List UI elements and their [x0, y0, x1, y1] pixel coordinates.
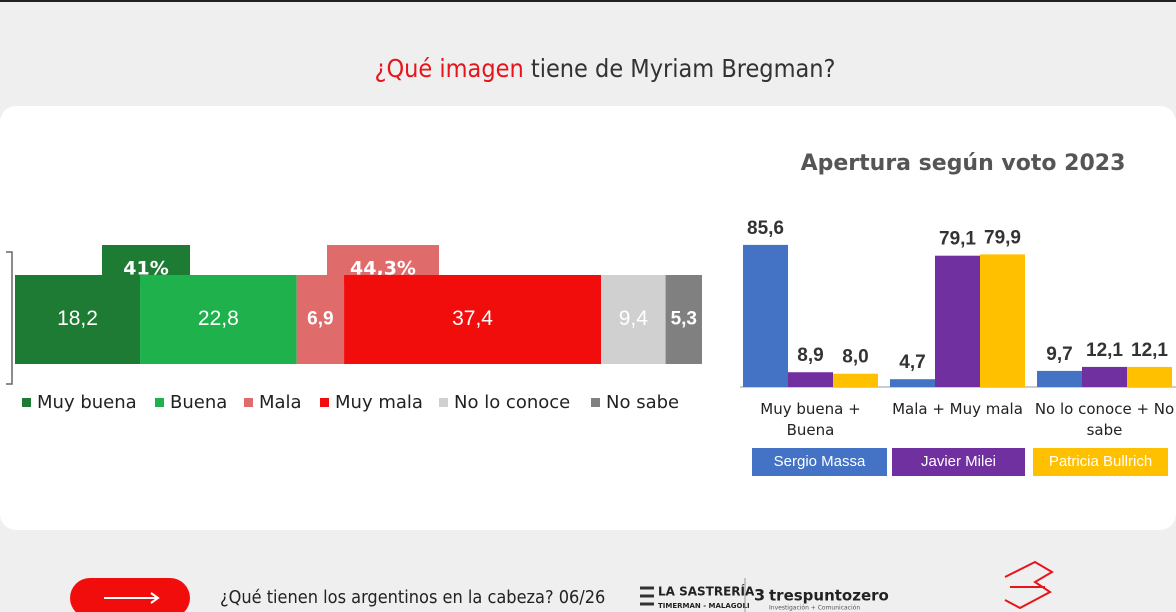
legend-label: No sabe — [606, 392, 679, 413]
title-highlight: ¿Qué imagen — [375, 54, 524, 83]
value-label: 9,4 — [619, 307, 649, 330]
bar-segment — [344, 275, 602, 364]
brand-mark — [1004, 560, 1054, 610]
bar — [1037, 370, 1082, 387]
legend-item: Sergio Massa — [752, 448, 887, 476]
x-tick-label: Mala + Muy mala — [892, 400, 1023, 418]
value-label: 5,3 — [671, 309, 697, 330]
bar — [935, 255, 980, 387]
legend-label: No lo conoce — [454, 392, 570, 413]
logo2-sub: Investigación + Comunicación — [769, 605, 860, 612]
chart-title: Apertura según voto 2023 — [801, 151, 1126, 176]
annotation: 41% — [123, 258, 168, 280]
value-label: 4,7 — [899, 352, 925, 373]
logo1-name: LA SASTRERÍA — [658, 584, 755, 599]
bracket — [6, 251, 13, 385]
x-tick-label: No lo conoce + No sabe — [1034, 400, 1175, 439]
value-label: 8,0 — [842, 347, 868, 368]
bar-segment — [601, 275, 666, 364]
bar — [980, 254, 1025, 387]
bar — [743, 244, 788, 387]
title-rest: tiene de Myriam Bregman? — [531, 54, 836, 83]
bar — [788, 372, 833, 387]
legend-label: Mala — [259, 392, 302, 413]
legend-label: Muy buena — [37, 392, 137, 413]
value-label: 22,8 — [198, 307, 239, 330]
logo2-name: trespuntozero — [769, 587, 889, 605]
value-label: 12,1 — [1131, 340, 1168, 361]
value-label: 79,9 — [984, 227, 1021, 248]
value-label: 79,1 — [939, 229, 976, 250]
bar-segment — [296, 275, 345, 364]
legend-label: Buena — [170, 392, 227, 413]
legend-label: Muy mala — [335, 392, 423, 413]
bar — [890, 379, 935, 387]
legend-swatch — [244, 398, 253, 407]
value-label: 9,7 — [1046, 344, 1072, 365]
logo-icon — [640, 586, 654, 606]
annotation: 44,3% — [350, 258, 416, 280]
nav-button[interactable] — [70, 578, 190, 612]
bar — [833, 373, 878, 387]
value-label: 18,2 — [57, 307, 98, 330]
bar-segment — [665, 275, 702, 364]
legend-swatch — [320, 398, 329, 407]
legend-item: Javier Milei — [892, 448, 1025, 476]
bar — [1127, 366, 1172, 387]
legend-swatch — [22, 398, 31, 407]
logo2-mark: 3 — [754, 586, 765, 605]
legend-swatch — [155, 398, 164, 407]
logo1-sub: TIMERMAN - MALAGOLI — [658, 602, 750, 610]
bar — [1082, 366, 1127, 387]
value-label: 37,4 — [452, 307, 493, 330]
value-label: 85,6 — [747, 218, 784, 239]
legend-item: Patricia Bullrich — [1033, 448, 1168, 476]
bar-segment — [140, 275, 297, 364]
value-label: 12,1 — [1086, 340, 1123, 361]
bar-segment — [15, 275, 141, 364]
footer-caption: ¿Qué tienen los argentinos en la cabeza?… — [220, 587, 605, 608]
legend-swatch — [591, 398, 600, 407]
legend-swatch — [439, 398, 448, 407]
arrow-icon — [104, 592, 160, 604]
page-title: ¿Qué imagen tiene de Myriam Bregman? — [375, 54, 836, 83]
x-tick-label: Muy buena + Buena — [760, 400, 861, 439]
value-label: 6,9 — [307, 309, 333, 330]
value-label: 8,9 — [797, 345, 823, 366]
